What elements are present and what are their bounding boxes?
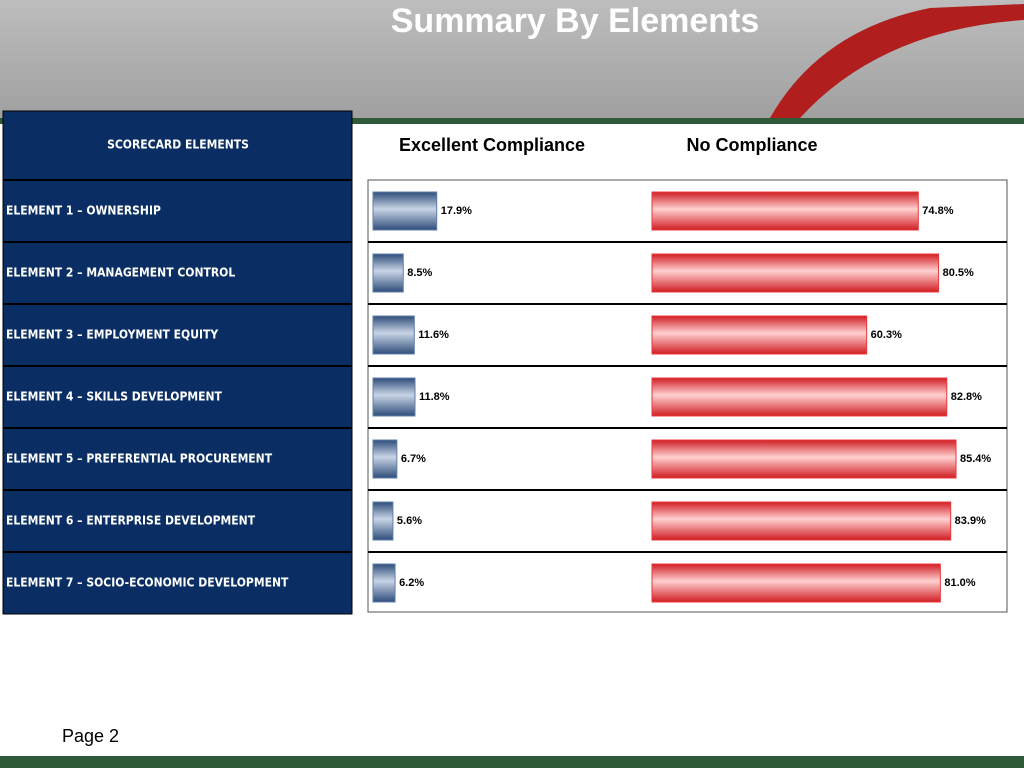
category-label: ELEMENT 6 – ENTERPRISE DEVELOPMENT [6,514,256,528]
value-label: 85.4% [960,453,991,465]
page-number: Page 2 [62,726,119,746]
value-label: 74.8% [922,205,953,217]
bar [372,563,396,603]
value-label: 6.7% [401,453,426,465]
value-label: 82.8% [951,391,982,403]
bar [651,501,952,541]
bar [651,253,940,293]
value-label: 17.9% [441,205,472,217]
value-label: 60.3% [871,329,902,341]
category-panel [2,110,353,615]
category-label: ELEMENT 3 – EMPLOYMENT EQUITY [6,328,218,342]
title: Summary By Elements [391,2,760,40]
category-label: ELEMENT 4 – SKILLS DEVELOPMENT [6,390,223,404]
bar [372,501,394,541]
bar [651,377,948,417]
value-label: 5.6% [397,515,422,527]
header-rule [0,118,1024,124]
bar [372,315,415,355]
bar [651,563,941,603]
bar [372,439,398,479]
bar [651,191,919,231]
bar [372,253,404,293]
category-label: ELEMENT 2 – MANAGEMENT CONTROL [6,266,235,280]
value-label: 81.0% [944,577,975,589]
category-label: ELEMENT 1 – OWNERSHIP [6,204,161,218]
legend-label: No Compliance [686,135,817,155]
value-label: 80.5% [943,267,974,279]
category-header: SCORECARD ELEMENTS [107,138,249,152]
bar [651,439,957,479]
footer-rule [0,756,1024,768]
swoosh [770,4,1024,118]
legend-label: Excellent Compliance [399,135,585,155]
category-label: ELEMENT 7 – SOCIO-ECONOMIC DEVELOPMENT [6,576,289,590]
value-label: 11.8% [419,391,450,403]
bar [651,315,868,355]
value-label: 11.6% [418,329,449,341]
value-label: 83.9% [955,515,986,527]
bar [372,191,438,231]
bar [372,377,416,417]
value-label: 6.2% [399,577,424,589]
category-label: ELEMENT 5 – PREFERENTIAL PROCUREMENT [6,452,273,466]
value-label: 8.5% [407,267,432,279]
